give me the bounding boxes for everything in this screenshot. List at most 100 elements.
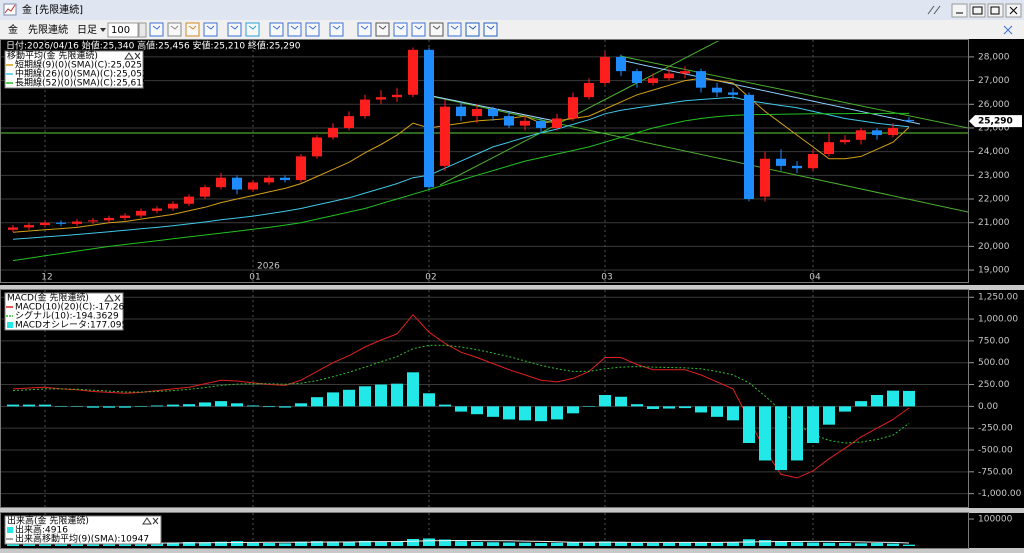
histogram-bar xyxy=(743,406,755,444)
tool-icon[interactable] xyxy=(329,22,344,37)
bar-info: 日付:2026/04/16 始値:25,340 高値:25,456 安値:25,… xyxy=(6,40,301,52)
tool-icon[interactable] xyxy=(357,22,372,37)
tool-icon[interactable] xyxy=(227,22,242,37)
histogram-bar xyxy=(407,372,419,407)
y-tick-label: 22,000 xyxy=(978,195,1010,205)
candle-body xyxy=(824,142,834,155)
tool-glyph xyxy=(414,25,423,30)
y-tick-label: -750.00 xyxy=(978,467,1013,477)
histogram-bar xyxy=(39,404,51,407)
candle-body xyxy=(552,118,562,128)
settings-icon[interactable] xyxy=(1003,25,1013,35)
tool-glyph xyxy=(360,25,369,30)
tool-glyph xyxy=(308,25,317,30)
histogram-bar xyxy=(471,541,483,546)
histogram-bar xyxy=(167,542,179,546)
year-label: 2026 xyxy=(257,262,280,272)
histogram-bar xyxy=(839,406,851,412)
tool-icon[interactable] xyxy=(375,22,390,37)
tool-icon[interactable] xyxy=(287,22,302,37)
tool-icon[interactable] xyxy=(305,22,320,37)
candle-body xyxy=(280,177,290,181)
legend-entry: 中期線(26)(0)(SMA)(C):25,052 xyxy=(15,68,148,80)
tool-icon[interactable] xyxy=(447,22,462,37)
tool-icon[interactable] xyxy=(167,22,182,37)
histogram-bar xyxy=(679,542,691,546)
histogram-bar xyxy=(855,401,867,407)
dropdown-arrow[interactable] xyxy=(100,28,106,32)
period-dropdown[interactable]: 日足 xyxy=(77,24,97,36)
histogram-bar xyxy=(503,542,515,546)
histogram-bar xyxy=(247,405,259,407)
histogram-bar xyxy=(519,542,531,546)
count-value[interactable]: 100 xyxy=(111,25,130,36)
candle-body xyxy=(136,210,146,216)
restore-button[interactable] xyxy=(987,3,1004,18)
symbol-label[interactable]: 金 xyxy=(8,23,18,36)
tool-icon[interactable] xyxy=(245,22,260,37)
y-tick-label: 750.00 xyxy=(978,336,1010,346)
candle-body xyxy=(664,73,674,79)
histogram-bar xyxy=(807,542,819,546)
candle-body xyxy=(216,177,226,188)
y-tick-label: 26,000 xyxy=(978,100,1010,110)
candle-body xyxy=(712,87,722,93)
x-tick-label: 04 xyxy=(809,273,821,283)
candle-body xyxy=(312,137,322,157)
histogram-bar xyxy=(903,544,915,546)
candle-body xyxy=(104,217,114,221)
histogram-bar xyxy=(567,406,579,414)
tool-glyph xyxy=(396,25,405,30)
trend-line xyxy=(431,95,561,123)
link-icon[interactable] xyxy=(927,5,941,15)
candle-body xyxy=(456,106,466,117)
tool-icon[interactable] xyxy=(411,22,426,37)
histogram-bar xyxy=(311,541,323,546)
last-price-label: 25,290 xyxy=(978,117,1013,127)
histogram-bar xyxy=(695,542,707,546)
tool-icon[interactable] xyxy=(465,22,480,37)
tool-icon[interactable] xyxy=(483,22,498,37)
histogram-bar xyxy=(519,406,531,421)
toolbar-icons[interactable] xyxy=(149,22,498,37)
candle-body xyxy=(184,196,194,204)
spin-buttons[interactable] xyxy=(138,22,147,38)
legend-title: MACD(金 先限連続) xyxy=(7,292,89,304)
candle-body xyxy=(568,97,578,119)
histogram-bar xyxy=(759,540,771,546)
tool-icon[interactable] xyxy=(393,22,408,37)
histogram-bar xyxy=(327,541,339,546)
window-title: 金 [先限連続] xyxy=(22,3,83,16)
candle-body xyxy=(872,130,882,136)
tool-glyph xyxy=(290,25,299,30)
maximize-button[interactable] xyxy=(969,3,986,18)
tool-icon[interactable] xyxy=(203,22,218,37)
y-tick-label: 20,000 xyxy=(978,242,1010,252)
count-spinbox[interactable] xyxy=(107,22,139,38)
y-tick-label: 24,000 xyxy=(978,147,1010,157)
trend-line xyxy=(429,95,968,213)
histogram-bar xyxy=(615,396,627,407)
contract-label[interactable]: 先限連続 xyxy=(28,23,68,36)
candle-body xyxy=(504,116,514,126)
tool-glyph xyxy=(188,25,197,30)
legend-collapse-icon xyxy=(124,52,134,60)
histogram-bar xyxy=(663,542,675,546)
tool-icon[interactable] xyxy=(269,22,284,37)
line-series xyxy=(12,96,910,240)
histogram-bar xyxy=(87,406,99,408)
candle-body xyxy=(776,158,786,166)
tool-glyph xyxy=(450,25,459,30)
candle-body xyxy=(88,220,98,222)
window-buttons[interactable] xyxy=(927,3,1022,18)
tool-icon[interactable] xyxy=(185,22,200,37)
histogram-bar xyxy=(535,406,547,422)
tool-icon[interactable] xyxy=(429,22,444,37)
histogram-bar xyxy=(551,406,563,420)
tool-icon[interactable] xyxy=(149,22,164,37)
minimize-button[interactable] xyxy=(951,3,968,18)
candle-body xyxy=(248,182,258,190)
histogram-bar xyxy=(231,403,243,407)
histogram-bar xyxy=(903,390,915,407)
x-tick-label: 01 xyxy=(249,273,260,283)
